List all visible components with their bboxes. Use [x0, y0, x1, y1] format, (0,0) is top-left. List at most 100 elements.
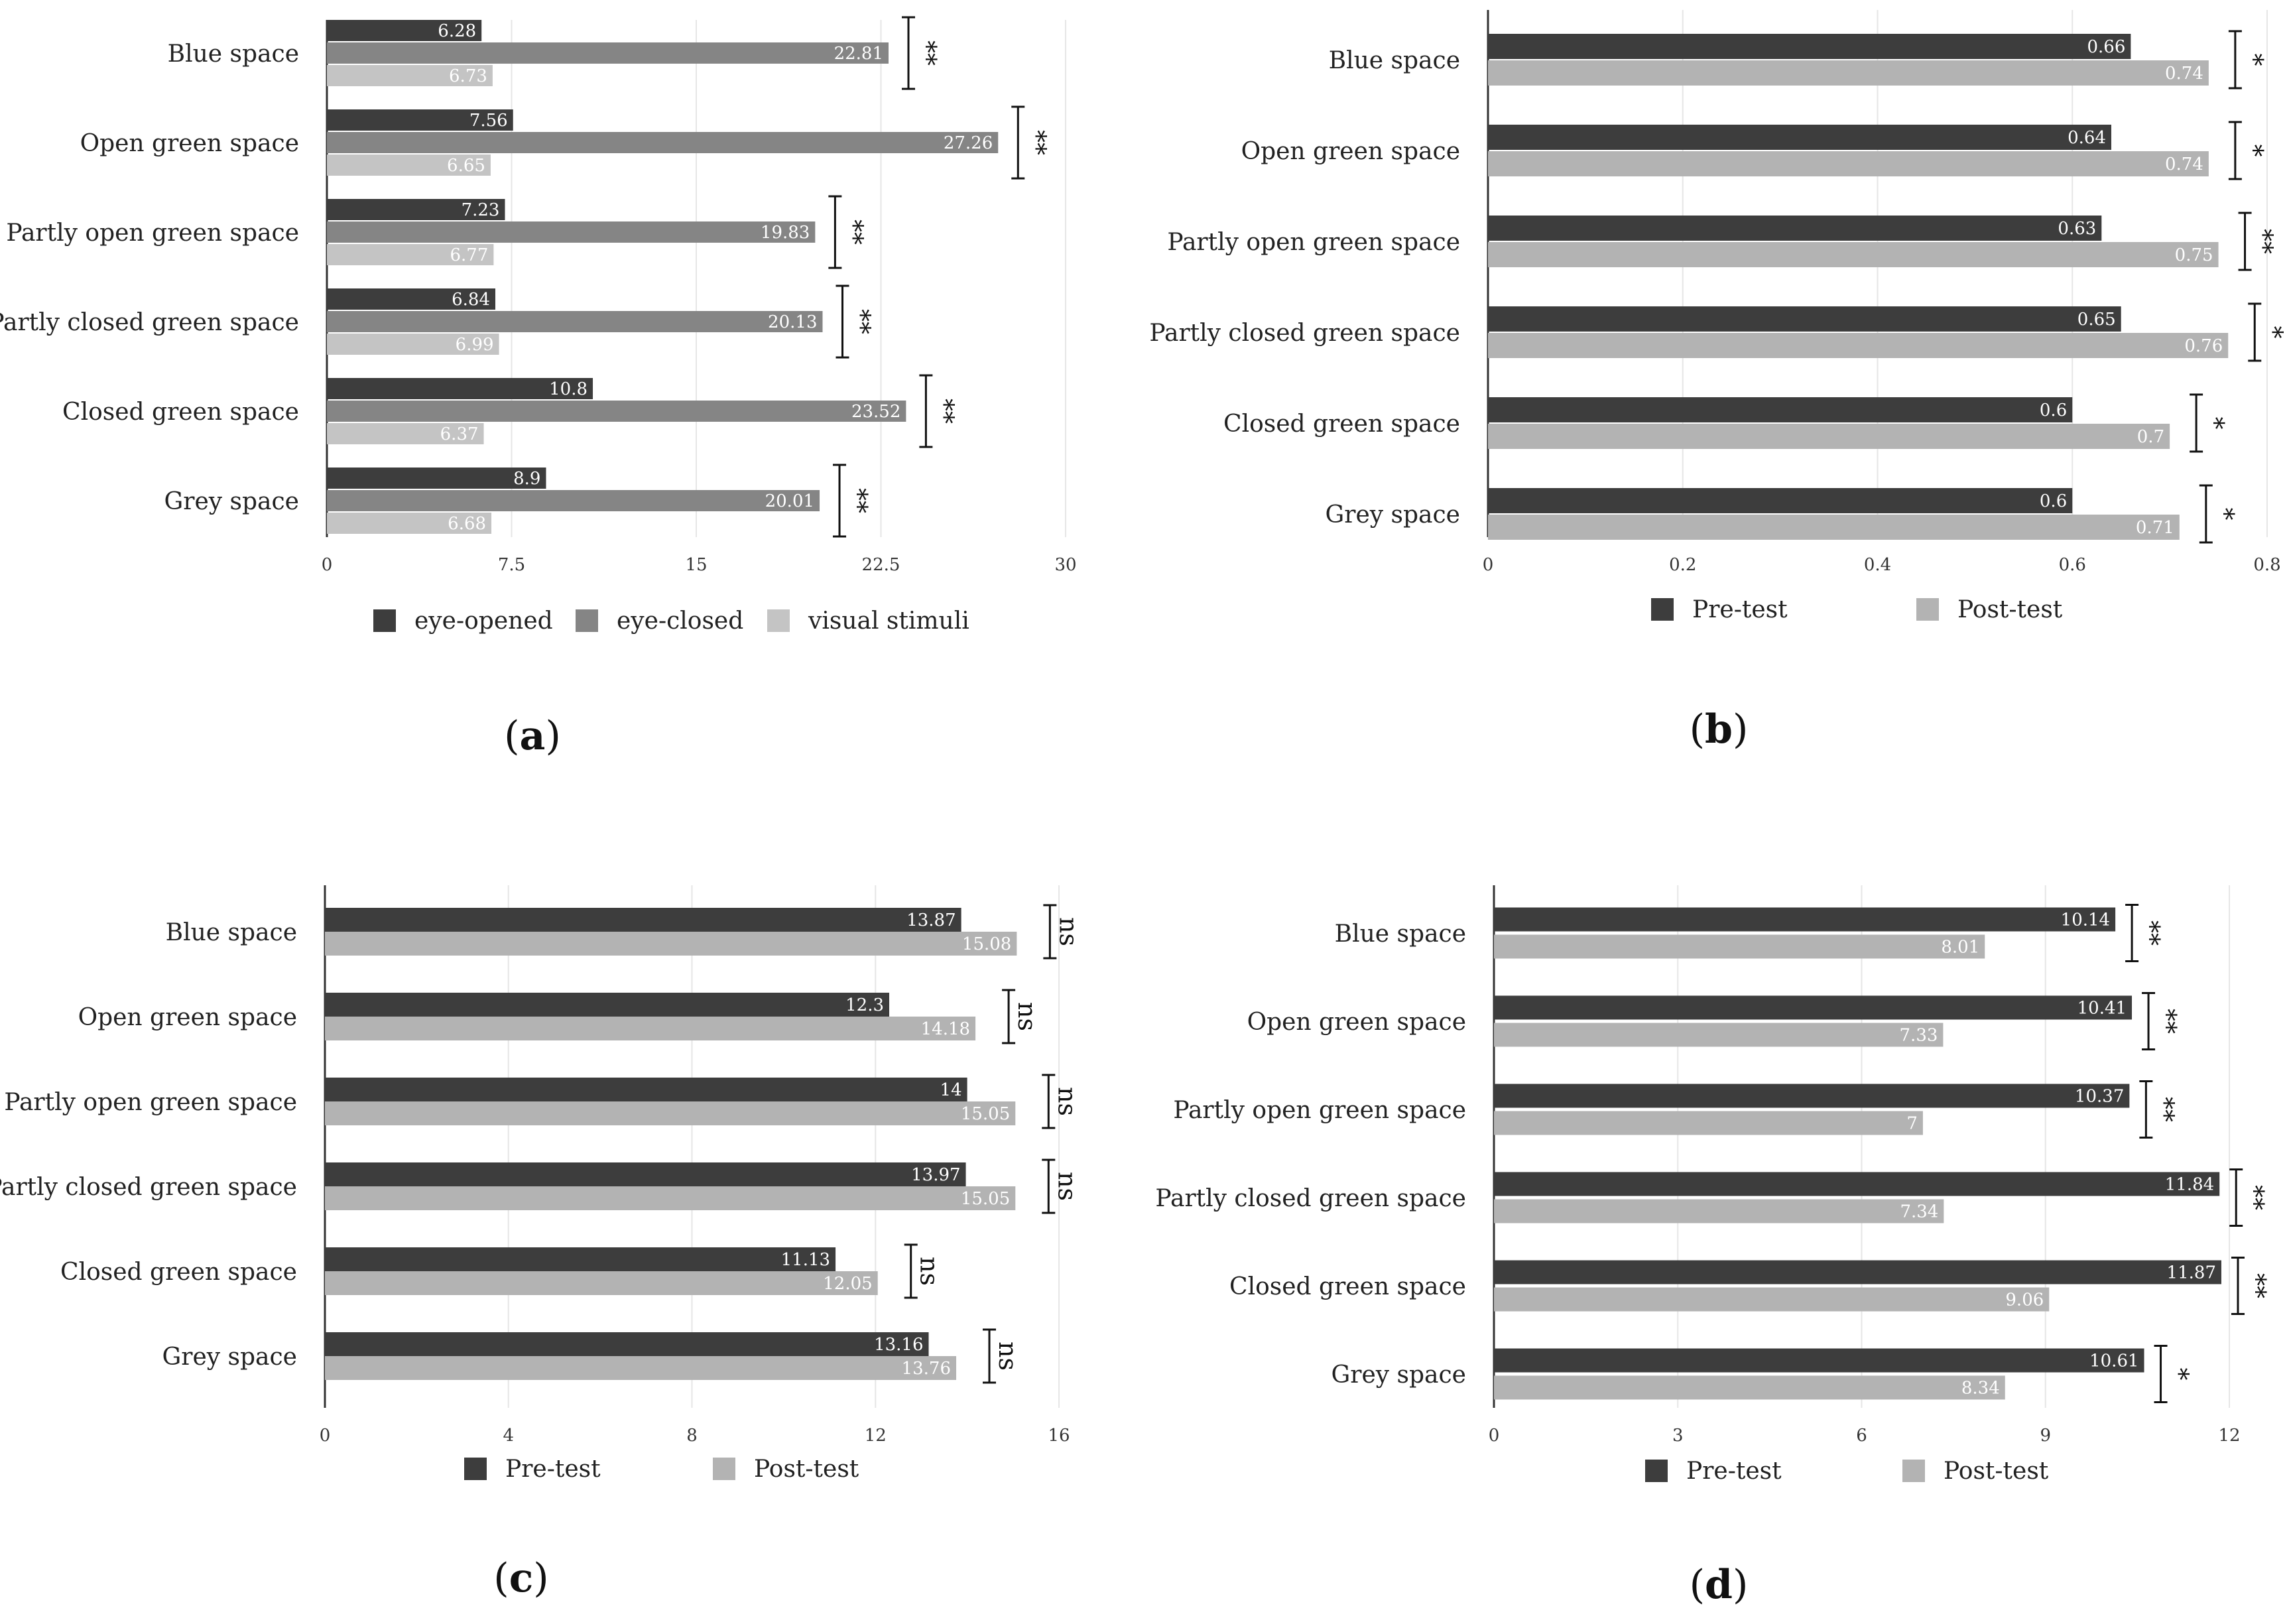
- significance-bracket: [828, 195, 842, 269]
- significance-bracket: [2238, 212, 2252, 271]
- category-label-blue-space: Blue space: [1335, 920, 1466, 948]
- category-label-blue-space: Blue space: [1329, 47, 1460, 74]
- significance-marker: **: [846, 309, 875, 334]
- category-label-blue-space: Blue space: [166, 919, 297, 946]
- x-tick-label: 7.5: [498, 555, 525, 575]
- data-label: 13.87: [906, 910, 956, 930]
- significance-marker: *: [2239, 145, 2268, 157]
- significance-bracket: [2229, 1168, 2243, 1227]
- data-label: 0.65: [2077, 310, 2116, 330]
- data-label: 0.63: [2058, 219, 2096, 239]
- x-tick-label: 16: [1048, 1426, 1070, 1446]
- significance-marker: *: [2210, 508, 2239, 521]
- legend-label-eye-opened: eye-opened: [414, 607, 553, 635]
- data-label: 14.18: [921, 1019, 970, 1039]
- data-label: 7.34: [1900, 1202, 1938, 1222]
- data-label: 7.23: [462, 200, 500, 220]
- chart-panel-a: 0 7.5 15 22.5 30 Blue space 6.28 22.81 6.73 ** Ope…: [0, 16, 1077, 759]
- data-label: 13.97: [911, 1165, 960, 1185]
- category-label-partly-closed-green-space: Partly closed green space: [0, 1174, 297, 1201]
- data-label: 8.9: [513, 469, 540, 489]
- x-tick-label: 3: [1672, 1426, 1684, 1446]
- panel-letter: d: [1705, 1562, 1733, 1608]
- x-tick-label: 0: [1489, 1426, 1500, 1446]
- significance-marker: ns: [1013, 1002, 1042, 1031]
- significance-marker: **: [2150, 1097, 2179, 1122]
- data-label: 0.76: [2184, 336, 2223, 356]
- x-tick-label: 0.2: [1669, 555, 1696, 575]
- bar-eye-closed-partly-open-green-space: [327, 221, 816, 243]
- significance-bracket: [2228, 121, 2242, 180]
- bar-visual-stimuli-closed-green-space: [327, 423, 484, 444]
- significance-bracket: [2139, 1080, 2153, 1139]
- bar-pre-test-partly-closed-green-space: [1494, 1172, 2220, 1196]
- category-label-partly-closed-green-space: Partly closed green space: [1155, 1185, 1466, 1212]
- data-label: 10.14: [2061, 910, 2110, 930]
- legend-swatch-pre-test: [1645, 1460, 1668, 1482]
- bar-pre-test-partly-closed-green-space: [325, 1162, 966, 1186]
- bar-post-test-open-green-space: [1488, 151, 2209, 176]
- bar-post-test-partly-closed-green-space: [1488, 333, 2229, 358]
- bar-post-test-blue-space: [1494, 934, 1985, 959]
- data-label: 12.05: [823, 1274, 872, 1294]
- data-label: 27.26: [944, 133, 993, 153]
- legend-label-pre-test: Pre-test: [505, 1456, 601, 1483]
- significance-marker: **: [2240, 1185, 2269, 1210]
- bar-eye-opened-open-green-space: [327, 109, 513, 131]
- significance-marker: *: [2165, 1368, 2194, 1381]
- panel-label: (b): [1690, 706, 1749, 753]
- category-label-partly-closed-green-space: Partly closed green space: [0, 309, 299, 336]
- data-label: 6.68: [448, 514, 486, 534]
- legend-label-post-test: Post-test: [1944, 1458, 2049, 1485]
- data-label: 0.6: [2040, 491, 2067, 511]
- bar-post-test-closed-green-space: [325, 1271, 878, 1295]
- category-label-partly-open-green-space: Partly open green space: [4, 1089, 297, 1116]
- bar-post-test-partly-closed-green-space: [325, 1186, 1016, 1210]
- legend-swatch-eye-opened: [373, 609, 396, 632]
- panel-letter: b: [1705, 706, 1733, 753]
- bar-pre-test-partly-closed-green-space: [1488, 306, 2121, 332]
- category-label-grey-space: Grey space: [1331, 1361, 1466, 1389]
- category-label-grey-space: Grey space: [1325, 501, 1460, 529]
- legend-swatch-post-test: [1916, 598, 1939, 621]
- bar-pre-test-grey-space: [1494, 1348, 2144, 1373]
- data-label: 6.65: [447, 156, 485, 176]
- significance-marker: **: [2242, 1273, 2271, 1298]
- data-label: 10.37: [2075, 1087, 2124, 1107]
- data-label: 0.74: [2165, 64, 2203, 84]
- x-tick-label: 6: [1856, 1426, 1867, 1446]
- legend-swatch-post-test: [713, 1458, 735, 1480]
- data-label: 0.6: [2040, 401, 2067, 420]
- legend-swatch-pre-test: [1651, 598, 1674, 621]
- significance-bracket: [919, 374, 933, 448]
- significance-bracket: [2199, 484, 2213, 544]
- significance-marker: *: [2258, 326, 2288, 339]
- significance-bracket: [904, 1243, 918, 1299]
- significance-marker: ns: [1052, 1172, 1082, 1201]
- category-label-grey-space: Grey space: [162, 1343, 297, 1371]
- category-label-closed-green-space: Closed green space: [62, 399, 299, 426]
- significance-marker: **: [912, 40, 942, 66]
- legend-label-post-test: Post-test: [754, 1456, 859, 1483]
- significance-marker: ns: [915, 1257, 944, 1286]
- category-label-closed-green-space: Closed green space: [1223, 410, 1460, 438]
- data-label: 0.71: [2136, 518, 2174, 538]
- data-label: 0.75: [2175, 245, 2213, 265]
- category-label-partly-closed-green-space: Partly closed green space: [1149, 320, 1460, 347]
- bar-pre-test-closed-green-space: [1488, 397, 2073, 422]
- bar-post-test-grey-space: [325, 1356, 957, 1380]
- bar-pre-test-partly-open-green-space: [325, 1078, 967, 1101]
- data-label: 23.52: [851, 402, 900, 422]
- x-tick-label: 12: [2218, 1426, 2240, 1446]
- data-label: 12.3: [845, 995, 884, 1015]
- bar-eye-opened-partly-open-green-space: [327, 199, 505, 220]
- x-tick-label: 0.4: [1864, 555, 1891, 575]
- bar-post-test-grey-space: [1494, 1375, 2005, 1400]
- legend-label-post-test: Post-test: [1957, 596, 2063, 623]
- category-label-open-green-space: Open green space: [1247, 1009, 1466, 1036]
- data-label: 10.41: [2077, 999, 2127, 1019]
- bar-eye-closed-closed-green-space: [327, 401, 906, 422]
- bar-post-test-partly-open-green-space: [1494, 1111, 1923, 1135]
- data-label: 6.28: [438, 21, 476, 41]
- category-label-partly-open-green-space: Partly open green space: [6, 219, 299, 247]
